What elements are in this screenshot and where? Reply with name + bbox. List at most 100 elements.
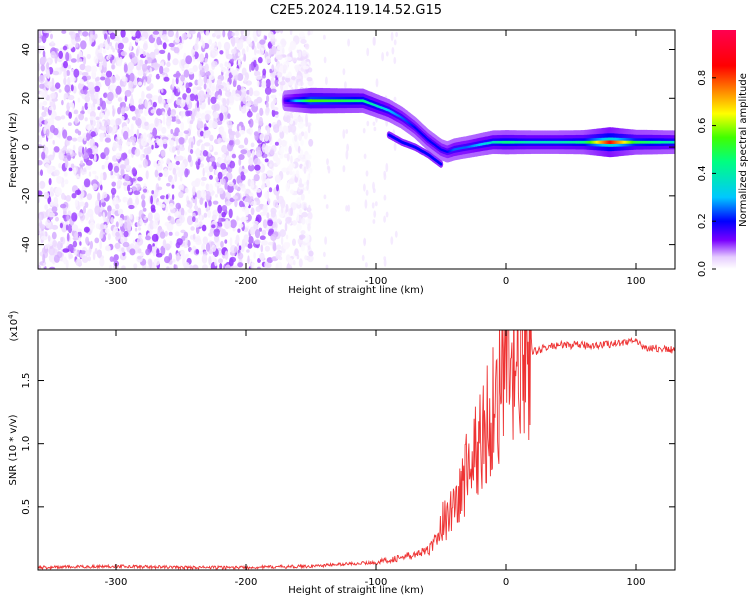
noise-cell xyxy=(221,228,227,238)
noise-cell xyxy=(222,98,227,107)
noise-cell xyxy=(98,83,102,88)
noise-cell xyxy=(166,222,174,232)
noise-cell xyxy=(284,153,288,159)
noise-cell xyxy=(133,190,141,195)
noise-cell xyxy=(95,116,100,121)
noise-cell xyxy=(64,84,71,93)
noise-cell xyxy=(134,227,138,232)
noise-cell xyxy=(178,191,184,199)
noise-cell xyxy=(117,48,121,54)
noise-cell xyxy=(38,183,41,190)
noise-cell xyxy=(220,66,227,73)
noise-cell xyxy=(94,237,100,244)
noise-cell xyxy=(305,154,312,160)
noise-cell xyxy=(253,157,261,167)
noise-cell xyxy=(255,149,263,158)
noise-cell xyxy=(256,80,260,87)
noise-cell xyxy=(226,98,230,106)
noise-cell xyxy=(263,153,268,158)
noise-cell xyxy=(179,214,185,224)
noise-cell xyxy=(239,130,246,135)
noise-cell xyxy=(196,37,200,43)
noise-cell xyxy=(157,201,162,206)
noise-cell xyxy=(115,85,122,95)
noise-cell xyxy=(113,165,120,173)
noise-cell xyxy=(183,262,190,269)
noise-cell xyxy=(192,233,196,240)
noise-cell xyxy=(102,211,106,221)
noise-cell xyxy=(139,59,144,67)
noise-cell xyxy=(298,183,304,188)
noise-cell xyxy=(247,255,250,264)
noise-cell xyxy=(323,56,327,64)
noise-cell xyxy=(264,35,268,40)
noise-cell xyxy=(195,249,200,255)
noise-cell xyxy=(62,45,68,51)
noise-cell xyxy=(189,93,196,102)
noise-cell xyxy=(282,64,287,71)
noise-cell xyxy=(136,237,144,246)
noise-cell xyxy=(207,96,211,106)
noise-cell xyxy=(101,164,105,170)
noise-cell xyxy=(107,210,112,220)
noise-cell xyxy=(303,166,307,174)
noise-cell xyxy=(393,56,397,65)
noise-cell xyxy=(110,187,117,195)
noise-cell xyxy=(103,33,108,40)
noise-cell xyxy=(124,157,130,167)
noise-cell xyxy=(202,264,208,269)
noise-cell xyxy=(139,48,143,54)
noise-cell xyxy=(290,207,293,217)
noise-cell xyxy=(90,131,96,138)
noise-cell xyxy=(163,168,169,178)
noise-cell xyxy=(193,205,198,210)
noise-cell xyxy=(38,196,41,203)
noise-cell xyxy=(82,146,85,155)
noise-cell xyxy=(96,249,102,258)
noise-cell xyxy=(165,194,169,200)
noise-cell xyxy=(68,167,73,172)
colorbar-tick-label: 0.6 xyxy=(697,118,708,134)
noise-cell xyxy=(264,245,270,252)
noise-cell xyxy=(303,203,307,209)
noise-cell xyxy=(223,76,227,81)
noise-cell xyxy=(286,56,292,62)
noise-cell xyxy=(105,245,111,252)
snr-frame xyxy=(37,329,676,571)
noise-cell xyxy=(385,51,389,57)
noise-cell xyxy=(280,236,284,246)
noise-cell xyxy=(58,162,62,169)
noise-cell xyxy=(269,68,273,74)
noise-cell xyxy=(53,254,60,263)
noise-cell xyxy=(240,149,248,155)
noise-cell xyxy=(72,240,78,248)
noise-cell xyxy=(258,227,262,232)
noise-cell xyxy=(38,190,43,196)
noise-cell xyxy=(157,176,161,181)
y-tick-label: 40 xyxy=(21,43,32,56)
noise-cell xyxy=(263,173,266,182)
noise-cell xyxy=(126,223,132,233)
noise-cell xyxy=(74,199,79,207)
noise-cell xyxy=(116,75,121,81)
noise-cell xyxy=(162,239,167,248)
noise-cell xyxy=(143,183,147,189)
noise-cell xyxy=(79,241,82,246)
noise-cell xyxy=(48,246,56,256)
noise-cell xyxy=(257,56,263,64)
noise-cell xyxy=(211,254,216,262)
noise-cell xyxy=(137,59,140,68)
noise-cell xyxy=(221,153,227,159)
noise-cell xyxy=(234,30,240,37)
noise-cell xyxy=(84,201,89,208)
noise-cell xyxy=(243,90,247,97)
noise-cell xyxy=(272,227,278,232)
noise-cell xyxy=(246,36,252,45)
noise-cell xyxy=(175,160,180,166)
noise-cell xyxy=(99,199,102,208)
noise-cell xyxy=(67,64,72,70)
noise-cell xyxy=(65,195,72,202)
noise-cell xyxy=(153,258,161,266)
noise-cell xyxy=(66,232,70,242)
noise-cell xyxy=(165,205,169,213)
